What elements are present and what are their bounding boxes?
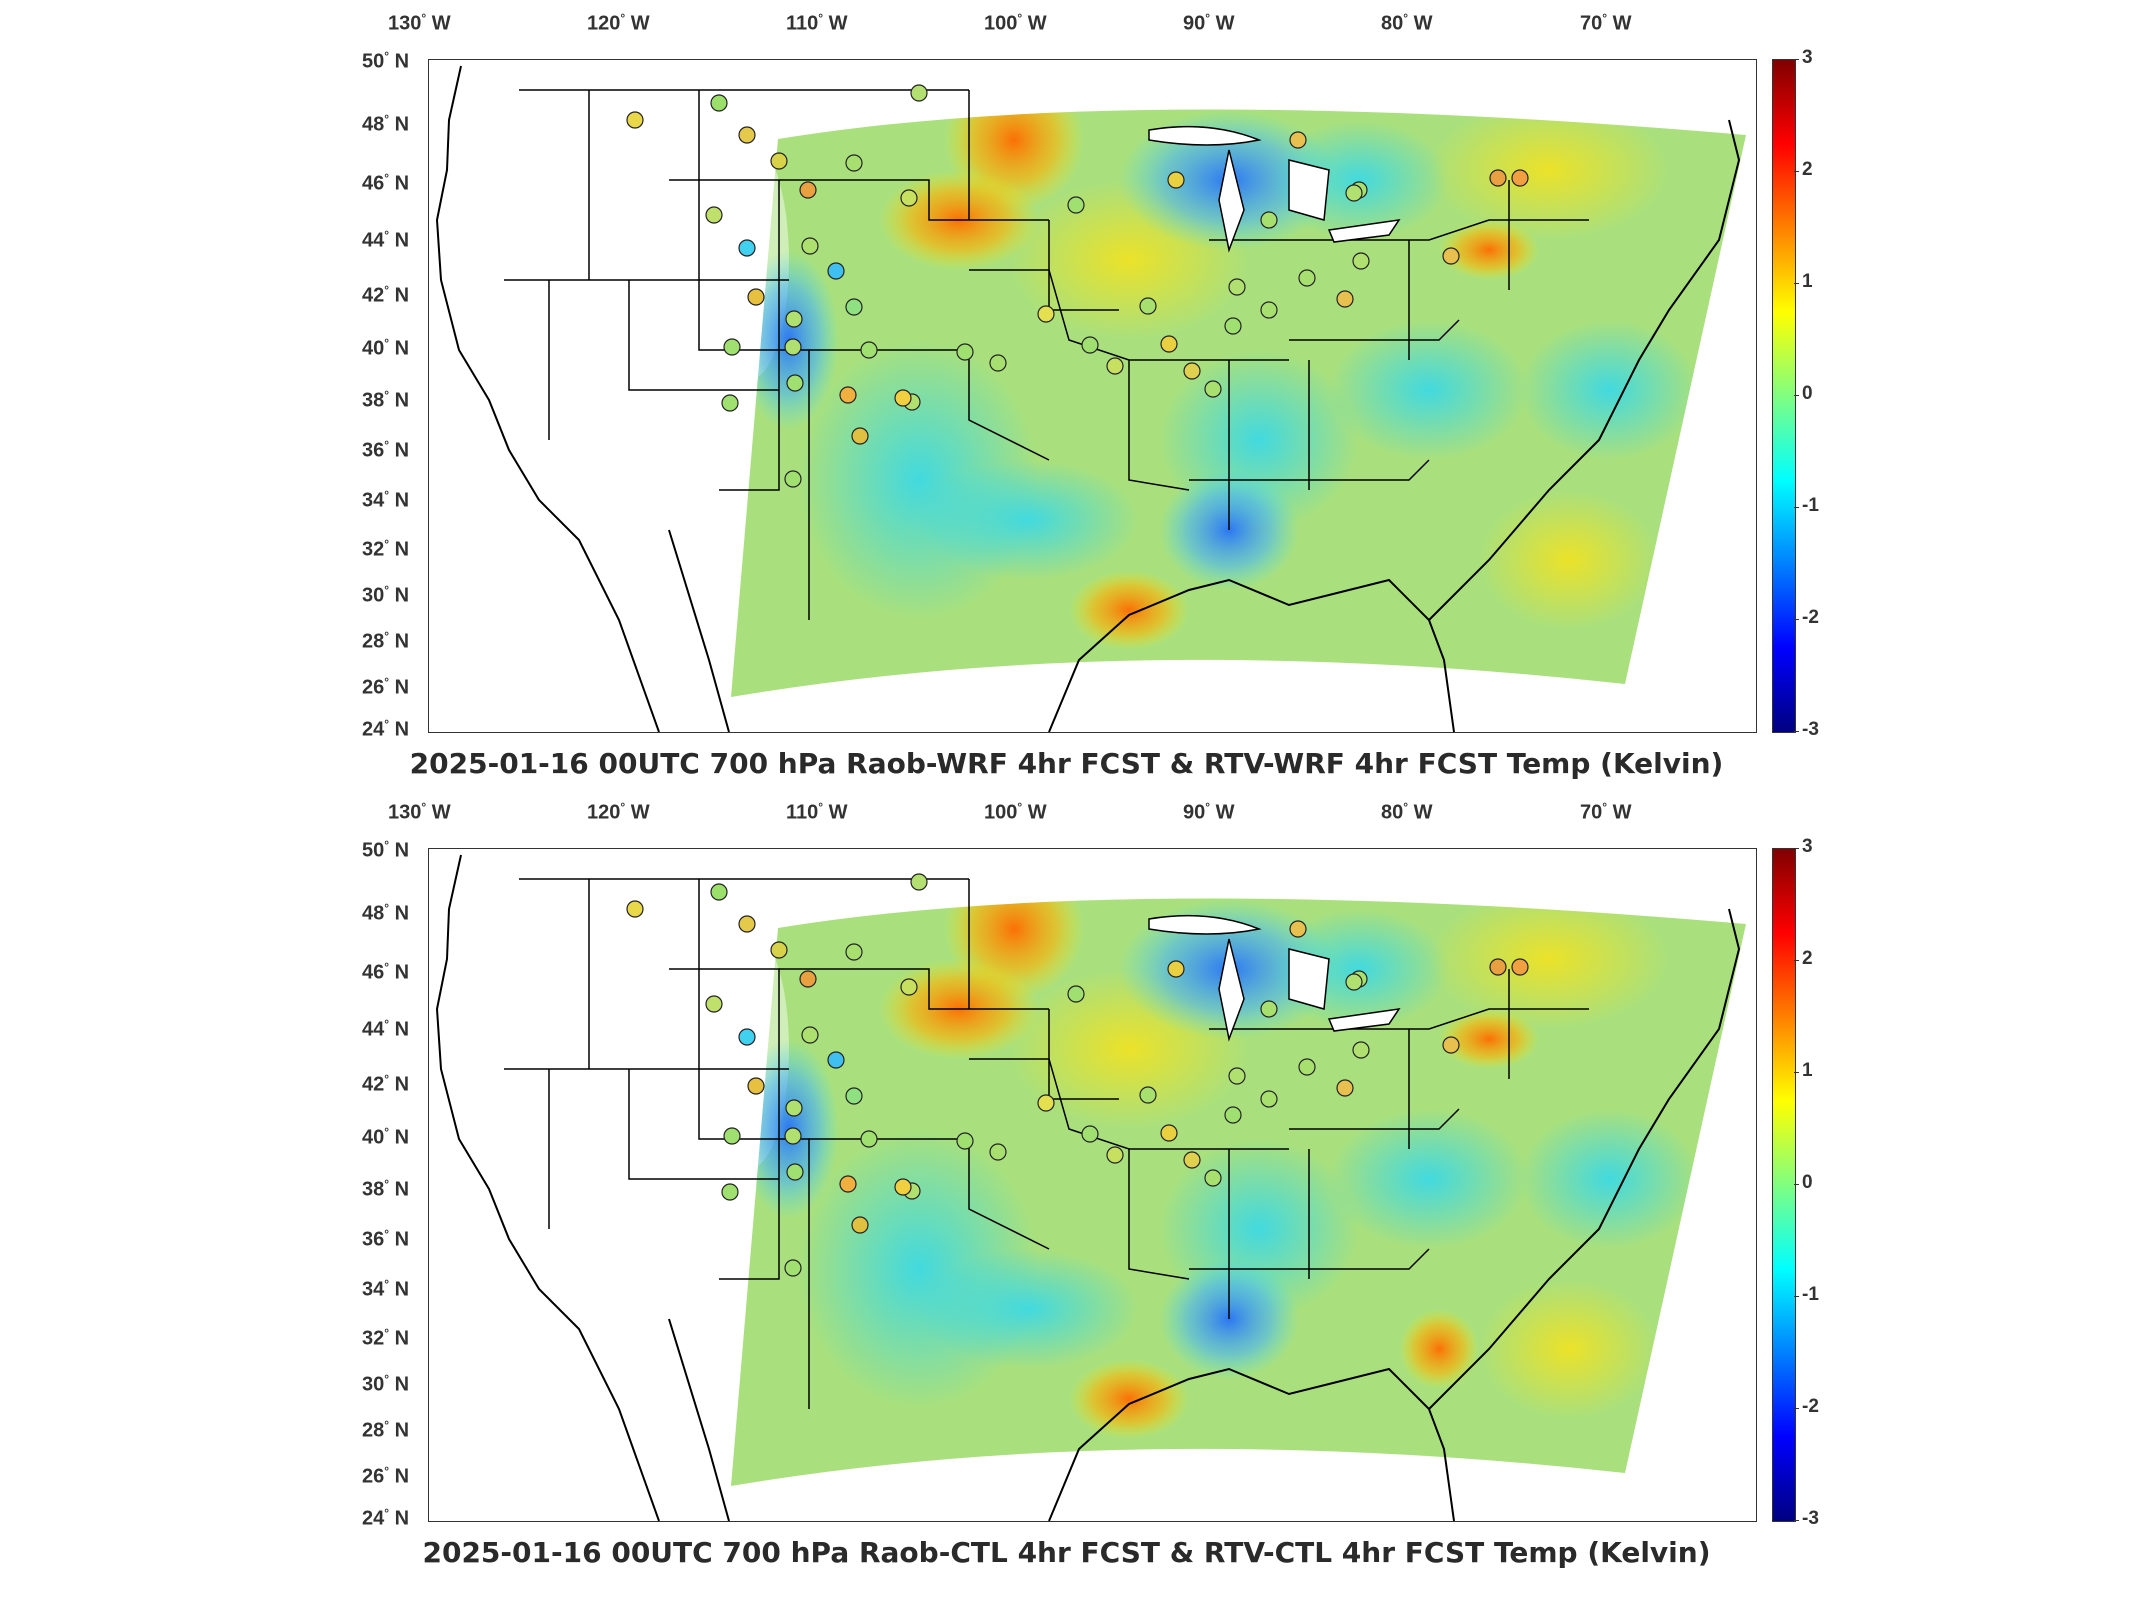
lat-tick-label: 34° N [362, 488, 410, 512]
colorbar-tick-label: 3 [1802, 47, 1813, 68]
lat-tick-label: 50° N [362, 49, 410, 73]
colorbar-tick-label: 1 [1802, 271, 1813, 292]
lon-tick-label: 70° W [1580, 11, 1632, 35]
lon-tick-label: 70° W [1580, 800, 1632, 824]
colorbar-tick-label: -1 [1802, 1284, 1819, 1305]
colorbar-tick-mark [1794, 1072, 1799, 1073]
colorbar-tick-label: 1 [1802, 1060, 1813, 1081]
lat-tick-label: 30° N [362, 1372, 410, 1396]
lat-tick-label: 48° N [362, 112, 410, 136]
colorbar-tick-label: -3 [1802, 719, 1819, 740]
map-plot-bottom[interactable] [428, 848, 1757, 1522]
lon-tick-label: 80° W [1381, 800, 1433, 824]
colorbar-tick-mark [1794, 1408, 1799, 1409]
lon-tick-label: 90° W [1183, 11, 1235, 35]
colorbar-tick-mark [1794, 960, 1799, 961]
lat-tick-label: 24° N [362, 1506, 410, 1530]
lat-tick-label: 50° N [362, 838, 410, 862]
colorbar-tick-mark [1794, 1520, 1799, 1521]
colorbar-tick-label: 2 [1802, 159, 1813, 180]
colorbar-top [1772, 59, 1796, 733]
colorbar-tick-label: 2 [1802, 948, 1813, 969]
lat-tick-label: 38° N [362, 388, 410, 412]
colorbar-tick-mark [1794, 171, 1799, 172]
colorbar-tick-label: -1 [1802, 495, 1819, 516]
panel-title-bottom: 2025-01-16 00UTC 700 hPa Raob-CTL 4hr FC… [422, 1536, 1711, 1569]
lat-tick-label: 24° N [362, 717, 410, 741]
colorbar-tick-mark [1794, 1184, 1799, 1185]
lat-tick-label: 40° N [362, 336, 410, 360]
colorbar-tick-label: -3 [1802, 1508, 1819, 1529]
map-svg-bottom [435, 854, 1746, 1521]
lon-tick-label: 110° W [786, 800, 848, 824]
colorbar-tick-mark [1794, 619, 1799, 620]
lat-tick-label: 26° N [362, 675, 410, 699]
lon-tick-label: 120° W [587, 11, 650, 35]
great-lakes [1148, 914, 1401, 1042]
lon-tick-label: 80° W [1381, 11, 1433, 35]
colorbar-tick-label: -2 [1802, 1396, 1819, 1417]
colorbar-tick-mark [1794, 731, 1799, 732]
lon-tick-label: 90° W [1183, 800, 1235, 824]
great-lakes [1148, 125, 1401, 253]
state-borders [504, 89, 1589, 620]
lat-tick-label: 36° N [362, 1227, 410, 1251]
colorbar-tick-mark [1794, 848, 1799, 849]
lat-tick-label: 32° N [362, 1326, 410, 1350]
coastlines [435, 854, 1741, 1521]
lat-tick-label: 46° N [362, 171, 410, 195]
lon-tick-label: 100° W [984, 800, 1047, 824]
state-borders [504, 878, 1589, 1409]
lat-tick-label: 36° N [362, 438, 410, 462]
colorbar-tick-mark [1794, 1296, 1799, 1297]
lon-tick-label: 130° W [388, 11, 451, 35]
map-svg-top [435, 65, 1746, 732]
lon-tick-label: 110° W [786, 11, 848, 35]
lat-tick-label: 46° N [362, 960, 410, 984]
map-plot-top[interactable] [428, 59, 1757, 733]
coastlines [435, 65, 1741, 732]
lon-tick-label: 100° W [984, 11, 1047, 35]
panel-title-top: 2025-01-16 00UTC 700 hPa Raob-WRF 4hr FC… [409, 747, 1724, 780]
colorbar-tick-mark [1794, 395, 1799, 396]
lat-tick-label: 42° N [362, 283, 410, 307]
lat-tick-label: 28° N [362, 629, 410, 653]
colorbar-tick-label: 0 [1802, 383, 1813, 404]
lat-tick-label: 44° N [362, 228, 410, 252]
lat-tick-label: 48° N [362, 901, 410, 925]
colorbar-tick-mark [1794, 283, 1799, 284]
lat-tick-label: 26° N [362, 1464, 410, 1488]
colorbar-bottom [1772, 848, 1796, 1522]
raob-stations[interactable] [626, 84, 1529, 488]
raob-stations[interactable] [626, 873, 1529, 1277]
lat-tick-label: 38° N [362, 1177, 410, 1201]
lat-tick-label: 40° N [362, 1125, 410, 1149]
colorbar-tick-mark [1794, 59, 1799, 60]
colorbar-tick-mark [1794, 507, 1799, 508]
lat-tick-label: 28° N [362, 1418, 410, 1442]
lat-tick-label: 32° N [362, 537, 410, 561]
lon-tick-label: 120° W [587, 800, 650, 824]
colorbar-tick-label: 0 [1802, 1172, 1813, 1193]
colorbar-tick-label: 3 [1802, 836, 1813, 857]
colorbar-tick-label: -2 [1802, 607, 1819, 628]
lat-tick-label: 44° N [362, 1017, 410, 1041]
lat-tick-label: 30° N [362, 583, 410, 607]
lon-tick-label: 130° W [388, 800, 451, 824]
lat-tick-label: 42° N [362, 1072, 410, 1096]
lat-tick-label: 34° N [362, 1277, 410, 1301]
